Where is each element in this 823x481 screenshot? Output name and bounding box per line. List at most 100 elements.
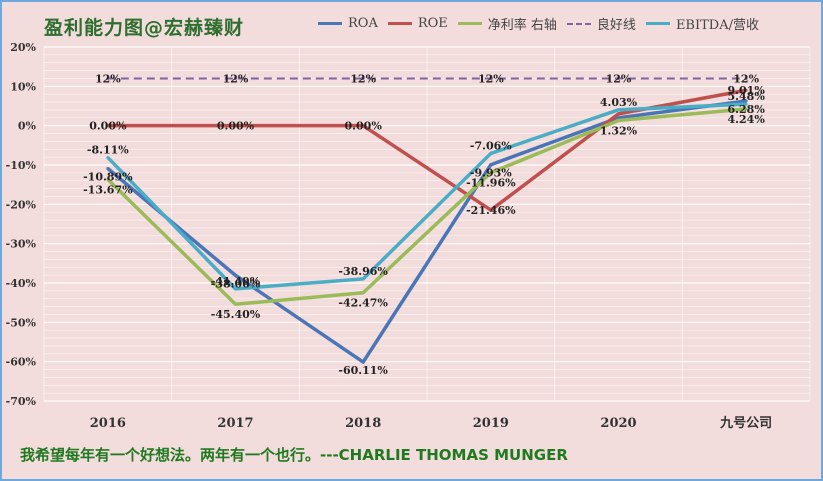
data-label: 12% — [478, 72, 504, 85]
data-point — [106, 156, 110, 160]
x-tick-label: 2016 — [90, 416, 126, 431]
data-point — [489, 208, 493, 212]
data-label: -41.49% — [211, 275, 261, 288]
y-tick-label: -30% — [6, 238, 37, 251]
data-point — [234, 124, 237, 128]
gridlines — [43, 46, 811, 402]
data-point — [234, 273, 237, 277]
y-tick-label: -10% — [6, 159, 37, 172]
data-point — [617, 112, 620, 116]
legend-item: ROE — [387, 14, 448, 33]
data-point — [489, 163, 493, 167]
x-tick-label: 九号公司 — [719, 416, 772, 431]
data-label: 6.28% — [728, 103, 766, 116]
data-label: -7.06% — [470, 139, 512, 152]
legend-item: 良好线 — [566, 14, 636, 33]
data-label: -10.89% — [83, 171, 133, 184]
legend-swatch — [457, 22, 482, 25]
y-tick-label: -50% — [6, 316, 37, 329]
x-tick-label: 2019 — [473, 416, 509, 431]
data-label: -45.40% — [211, 308, 261, 321]
data-label: -60.11% — [338, 364, 388, 377]
y-tick-label: -60% — [6, 356, 37, 369]
data-point — [106, 76, 110, 80]
legend-swatch — [387, 22, 412, 25]
data-label: 12% — [95, 72, 121, 85]
data-point — [106, 167, 110, 171]
series-line — [106, 107, 747, 306]
legend-label: 良好线 — [596, 18, 636, 33]
legend-item: ROA — [318, 14, 378, 33]
data-point — [489, 151, 493, 155]
data-point — [617, 76, 620, 80]
legend-swatch — [645, 22, 670, 25]
legend-label: 净利率 右轴 — [487, 18, 557, 33]
data-point — [106, 177, 110, 181]
data-label: -42.47% — [338, 297, 388, 310]
legend-label: EBITDA/营收 — [675, 18, 759, 33]
data-label: 0.00% — [345, 120, 383, 133]
data-label: 9.01% — [728, 84, 766, 97]
x-tick-label: 2018 — [345, 416, 381, 431]
data-label: 12% — [350, 72, 376, 85]
data-point — [489, 76, 493, 80]
data-point — [744, 107, 748, 111]
axes: 20% 10% 0% -10% -20% -30% -40% -50% -60% -70% 2016… — [6, 41, 773, 431]
data-point — [361, 277, 365, 281]
footer-quote: 我希望每年有一个好想法。两年有一个也行。---CHARLIE THOMAS MU… — [20, 446, 568, 464]
data-label: 5.48% — [728, 90, 766, 103]
data-label: 4.24% — [728, 113, 766, 126]
data-label: -38.06% — [211, 277, 261, 290]
data-label: 1.32% — [600, 124, 638, 137]
data-point — [361, 360, 365, 364]
legend-swatch — [566, 22, 591, 25]
data-point — [617, 116, 620, 120]
legend: ROA ROE 净利率 右轴 良好线 EBITDA/营收 — [318, 14, 759, 33]
legend-item: 净利率 右轴 — [457, 14, 557, 33]
data-label: -11.96% — [466, 177, 516, 190]
data-point — [617, 118, 620, 122]
data-point — [361, 291, 365, 295]
chart-title: 盈利能力图@宏赫臻财 — [44, 17, 245, 39]
data-label: -9.93% — [470, 167, 512, 180]
data-label: -13.67% — [83, 183, 133, 196]
data-point — [234, 287, 237, 291]
data-point — [361, 124, 365, 128]
x-tick-label: 2017 — [217, 416, 253, 431]
data-label: 12% — [606, 72, 632, 85]
legend-item: EBITDA/营收 — [645, 14, 759, 33]
y-tick-label: -20% — [6, 198, 37, 211]
legend-swatch — [318, 22, 342, 25]
series-line — [106, 102, 747, 291]
data-point — [106, 124, 110, 128]
x-tick-label: 2020 — [600, 416, 636, 431]
data-label: 0.00% — [89, 120, 127, 133]
data-point — [744, 99, 748, 103]
series-lines — [106, 76, 748, 364]
data-point — [744, 76, 748, 80]
data-point — [744, 88, 748, 92]
data-label: -38.96% — [338, 265, 388, 278]
data-label: -8.11% — [87, 144, 129, 157]
data-point — [744, 102, 748, 106]
y-tick-label: 20% — [10, 41, 36, 54]
data-label: 12% — [223, 72, 249, 85]
series-line — [106, 99, 747, 364]
data-point — [489, 171, 493, 175]
data-point — [617, 108, 620, 112]
data-label: 0.00% — [217, 120, 255, 133]
data-point — [234, 302, 237, 306]
data-point — [361, 76, 365, 80]
data-labels: -10.89% -38.06% -60.11% -9.93% 6.28% 0.00% 0.0… — [83, 72, 765, 377]
y-tick-label: 0% — [18, 120, 37, 133]
y-tick-label: -40% — [6, 277, 37, 290]
y-tick-label: 10% — [10, 80, 36, 93]
data-label: -21.46% — [466, 204, 516, 217]
y-tick-label: -70% — [6, 395, 37, 408]
data-point — [234, 76, 237, 80]
legend-label: ROE — [417, 16, 448, 31]
legend-label: ROA — [348, 16, 378, 31]
data-label: 12% — [733, 72, 759, 85]
data-label: 4.03% — [600, 96, 638, 109]
